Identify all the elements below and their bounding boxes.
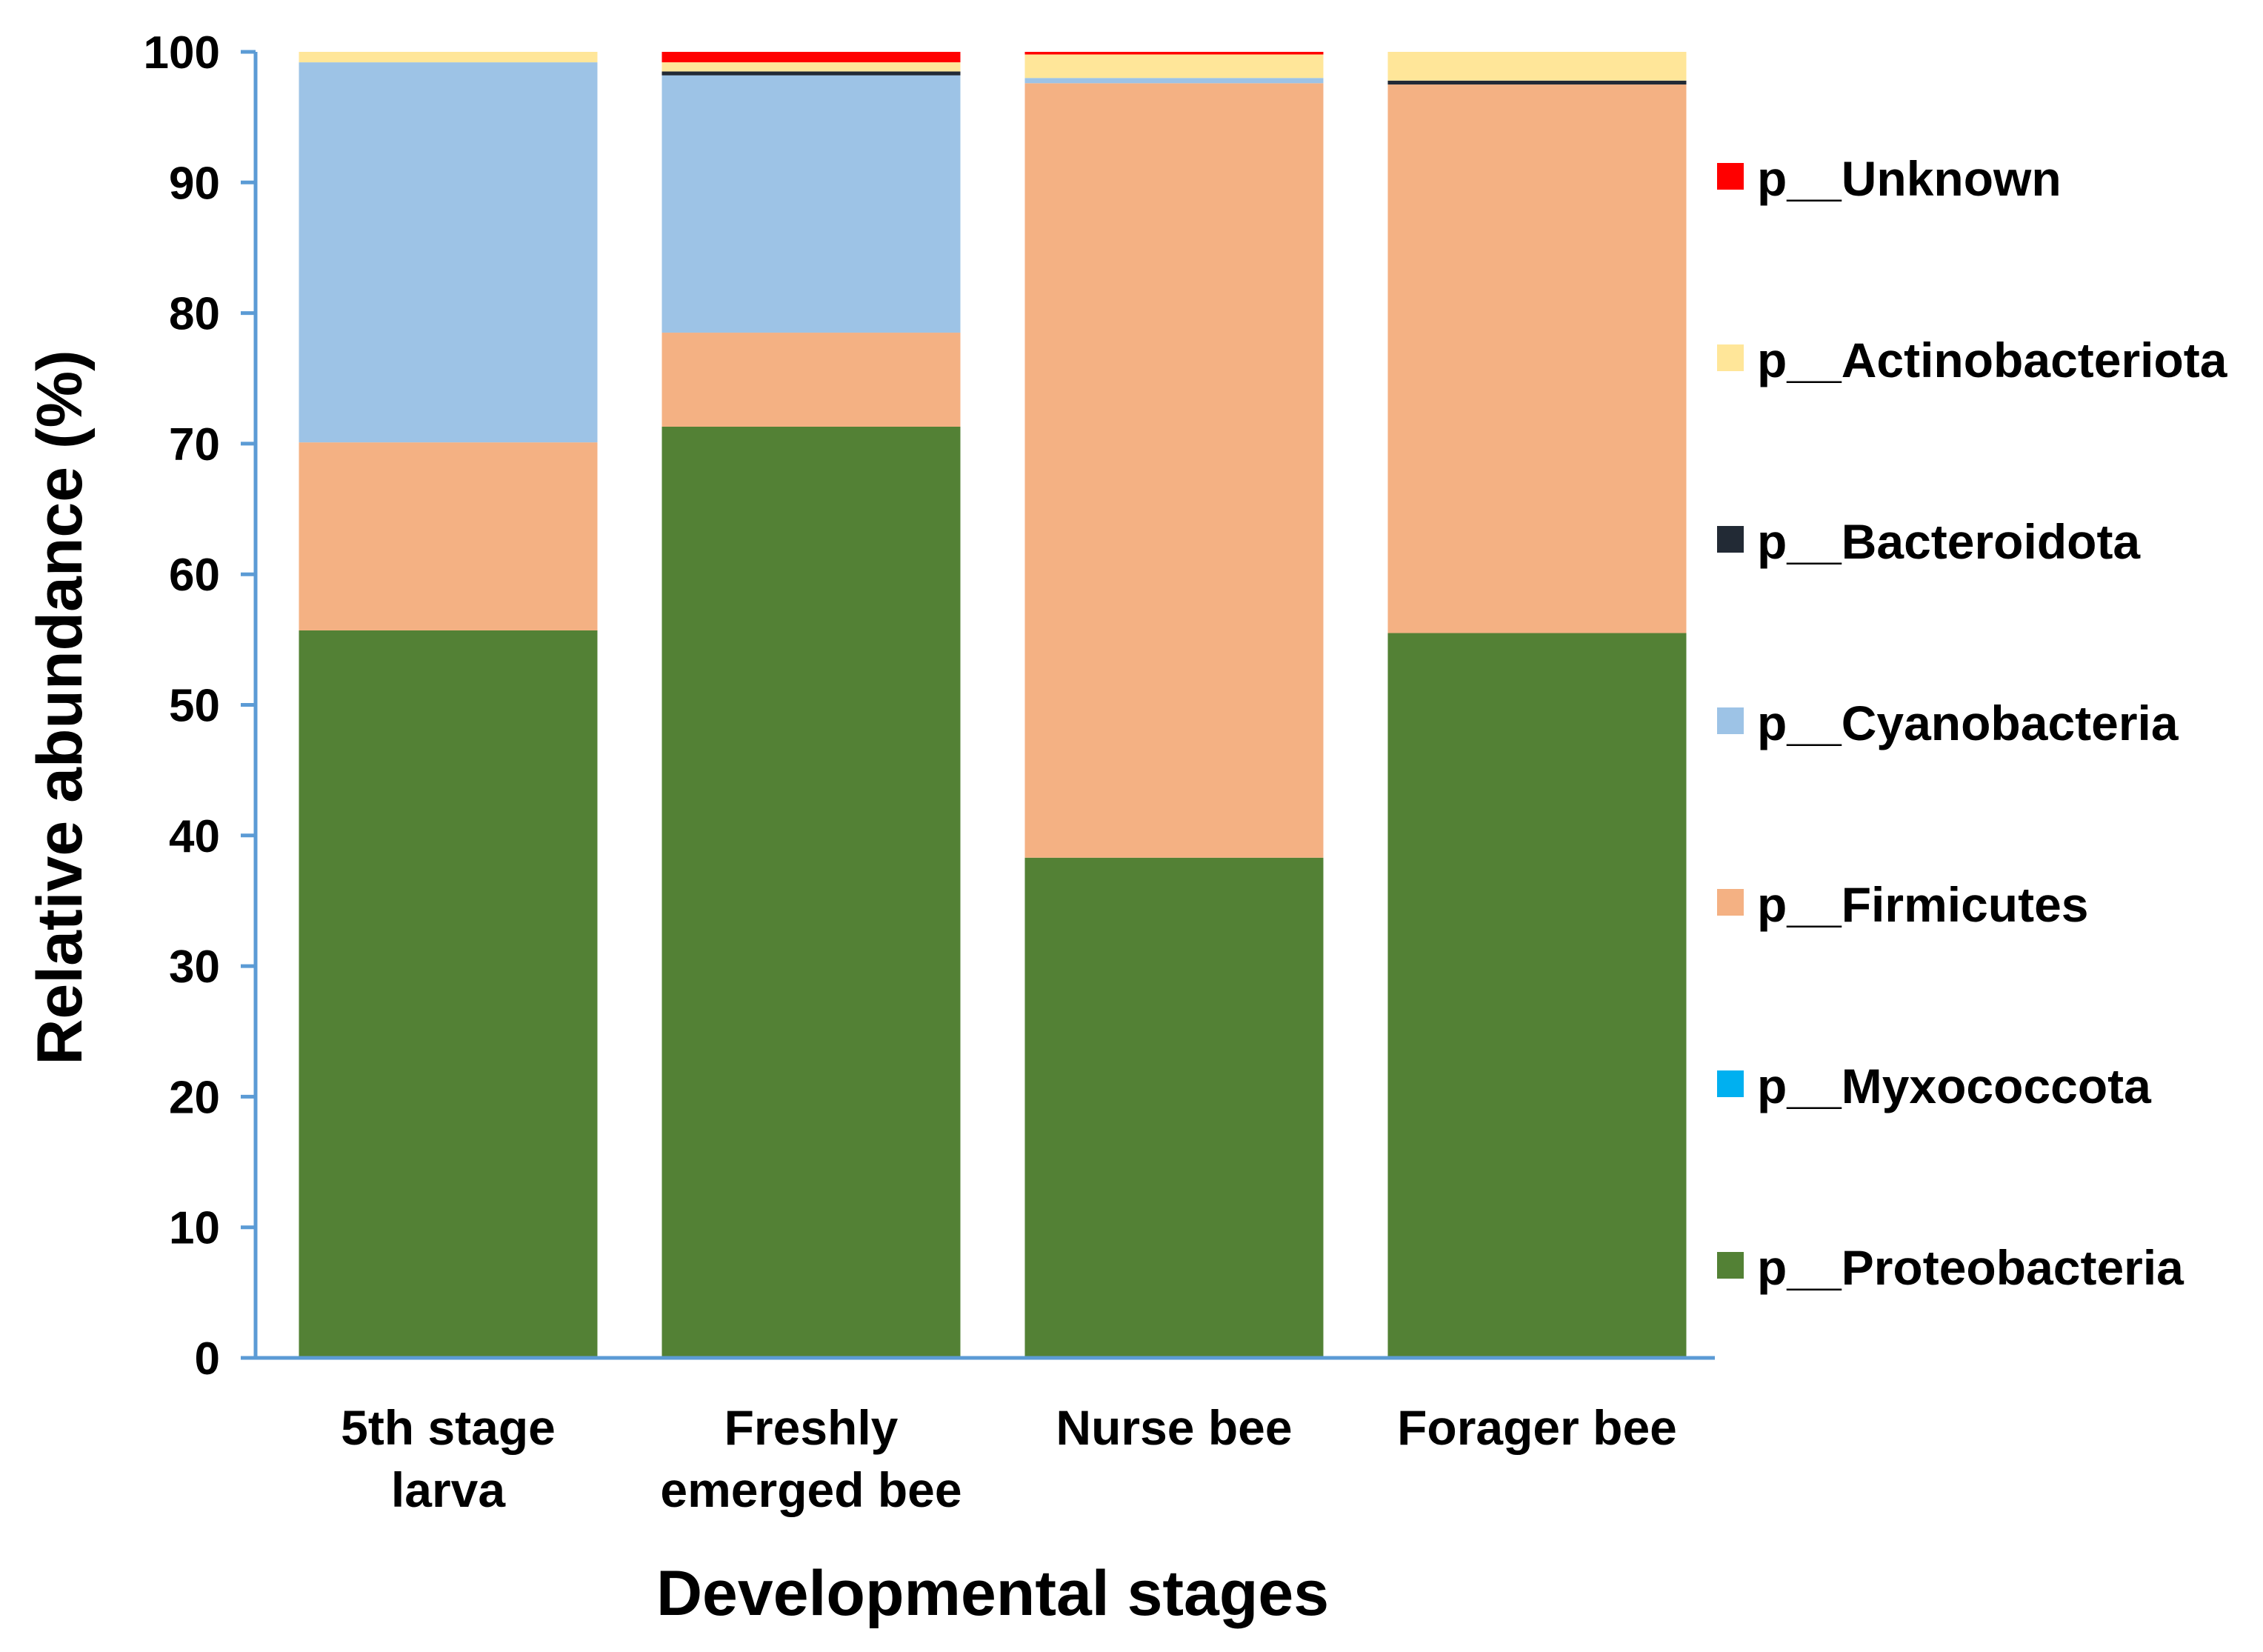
bar-segment-p-actinobacteriota-1 — [661, 62, 961, 72]
y-tick-label: 20 — [169, 1072, 220, 1123]
axes — [241, 50, 1715, 1360]
legend-swatch — [1717, 526, 1744, 553]
bar-segment-p-firmicutes-0 — [299, 442, 598, 631]
bar-segment-p-cyanobacteria-0 — [299, 62, 598, 443]
y-tick-label: 0 — [195, 1333, 220, 1385]
bar-segment-p-bacteroidota-3 — [1387, 80, 1687, 85]
y-axis-label: Relative abundance (%) — [24, 350, 96, 1065]
y-tick-label: 80 — [169, 289, 220, 340]
y-tick-label: 10 — [169, 1203, 220, 1254]
x-tick-label: Forager bee — [1397, 1400, 1677, 1455]
y-tick-label: 60 — [169, 550, 220, 601]
bar-segment-p-cyanobacteria-1 — [661, 75, 961, 333]
legend-swatch — [1717, 163, 1744, 190]
x-tick-label: Freshly emerged bee — [660, 1400, 961, 1517]
y-tick-labels: 0 10 20 30 40 50 60 70 80 90 100 — [144, 27, 220, 1385]
bar-segment-p-proteobacteria-2 — [1024, 857, 1324, 1358]
bar-segment-p-firmicutes-1 — [661, 333, 961, 427]
bar-segment-p-proteobacteria-0 — [299, 630, 598, 1358]
bar-segment-p-proteobacteria-1 — [661, 426, 961, 1359]
y-tick-label: 70 — [169, 419, 220, 470]
y-tick-label: 30 — [169, 942, 220, 993]
bar-segment-p-actinobacteriota-2 — [1024, 54, 1324, 79]
x-tick-labels: 5th stage larva Freshly emerged bee Nurse be… — [341, 1400, 1677, 1517]
bar-segment-p-actinobacteriota-3 — [1387, 52, 1687, 81]
bar-segment-p-bacteroidota-1 — [661, 71, 961, 76]
legend-label: p__Myxococcota — [1757, 1059, 2152, 1113]
legend-swatch — [1717, 1252, 1744, 1279]
bar-segment-p-firmicutes-2 — [1024, 83, 1324, 858]
legend-swatch — [1717, 1070, 1744, 1097]
legend-swatch — [1717, 344, 1744, 371]
legend: p__Unknown p__Actinobacteriota p__Bacteroi… — [1717, 151, 2228, 1295]
bar-segment-p-unknown-1 — [661, 52, 961, 63]
legend-label: p__Unknown — [1757, 151, 2062, 206]
legend-label: p__Cyanobacteria — [1757, 696, 2179, 750]
x-tick-label: 5th stage larva — [341, 1400, 556, 1517]
bar-segments — [299, 52, 1687, 1359]
y-tick-label: 90 — [169, 158, 220, 209]
bar-segment-p-firmicutes-3 — [1387, 84, 1687, 633]
legend-label: p__Proteobacteria — [1757, 1240, 2184, 1295]
x-axis-label: Developmental stages — [656, 1558, 1329, 1629]
bar-segment-p-unknown-2 — [1024, 52, 1324, 55]
legend-swatch — [1717, 889, 1744, 916]
bar-segment-p-proteobacteria-3 — [1387, 633, 1687, 1358]
bar-segment-p-cyanobacteria-2 — [1024, 78, 1324, 84]
legend-label: p__Actinobacteriota — [1757, 333, 2228, 387]
y-tick-label: 50 — [169, 681, 220, 732]
y-tick-label: 100 — [144, 27, 220, 79]
x-tick-label: Nurse bee — [1056, 1400, 1292, 1455]
y-tick-label: 40 — [169, 811, 220, 862]
legend-label: p__Firmicutes — [1757, 877, 2089, 932]
bar-segment-p-actinobacteriota-0 — [299, 52, 598, 63]
legend-swatch — [1717, 707, 1744, 734]
legend-label: p__Bacteroidota — [1757, 514, 2141, 569]
